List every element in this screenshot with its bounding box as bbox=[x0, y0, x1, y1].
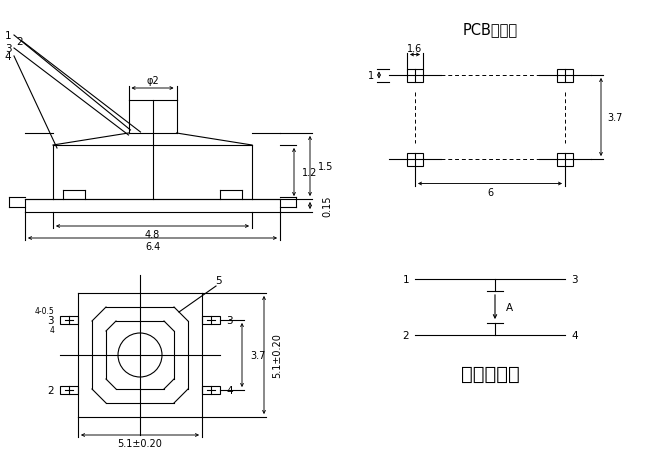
Text: φ2: φ2 bbox=[146, 76, 159, 86]
Text: 6.4: 6.4 bbox=[145, 242, 160, 252]
Text: 4: 4 bbox=[5, 52, 11, 62]
Text: 1: 1 bbox=[403, 274, 409, 284]
Text: 1.5: 1.5 bbox=[318, 162, 333, 172]
Text: 3: 3 bbox=[226, 315, 232, 325]
Text: 4: 4 bbox=[226, 385, 232, 395]
Text: 4.8: 4.8 bbox=[145, 229, 160, 239]
Text: 1: 1 bbox=[368, 71, 374, 81]
Text: PCB尺寸图: PCB尺寸图 bbox=[463, 22, 517, 37]
Text: 0.15: 0.15 bbox=[322, 195, 332, 217]
Bar bbox=[407, 153, 423, 166]
Text: 3.7: 3.7 bbox=[607, 113, 622, 123]
Bar bbox=[557, 69, 573, 82]
Text: 3.7: 3.7 bbox=[250, 350, 265, 360]
Text: 1.2: 1.2 bbox=[302, 167, 317, 177]
Text: 4: 4 bbox=[49, 325, 54, 334]
Text: 2: 2 bbox=[403, 330, 409, 340]
Bar bbox=[60, 386, 78, 394]
Bar bbox=[60, 316, 78, 324]
Text: 5.1±0.20: 5.1±0.20 bbox=[117, 438, 162, 448]
Text: 电气接线图: 电气接线图 bbox=[461, 364, 519, 383]
Text: 3: 3 bbox=[5, 44, 11, 54]
Text: 3: 3 bbox=[48, 315, 54, 325]
Text: 2: 2 bbox=[48, 385, 54, 395]
Bar bbox=[202, 316, 220, 324]
Text: A: A bbox=[506, 302, 513, 312]
Text: 4: 4 bbox=[571, 330, 578, 340]
Text: 2: 2 bbox=[16, 37, 23, 47]
Bar bbox=[407, 69, 423, 82]
Text: 4-0.5: 4-0.5 bbox=[34, 306, 54, 315]
Text: 1: 1 bbox=[5, 31, 11, 41]
Bar bbox=[202, 386, 220, 394]
Text: 1.6: 1.6 bbox=[407, 43, 422, 53]
Text: 5.1±0.20: 5.1±0.20 bbox=[272, 333, 282, 378]
Text: 5: 5 bbox=[214, 275, 221, 285]
Bar bbox=[557, 153, 573, 166]
Text: 3: 3 bbox=[571, 274, 578, 284]
Text: 6: 6 bbox=[487, 187, 493, 197]
